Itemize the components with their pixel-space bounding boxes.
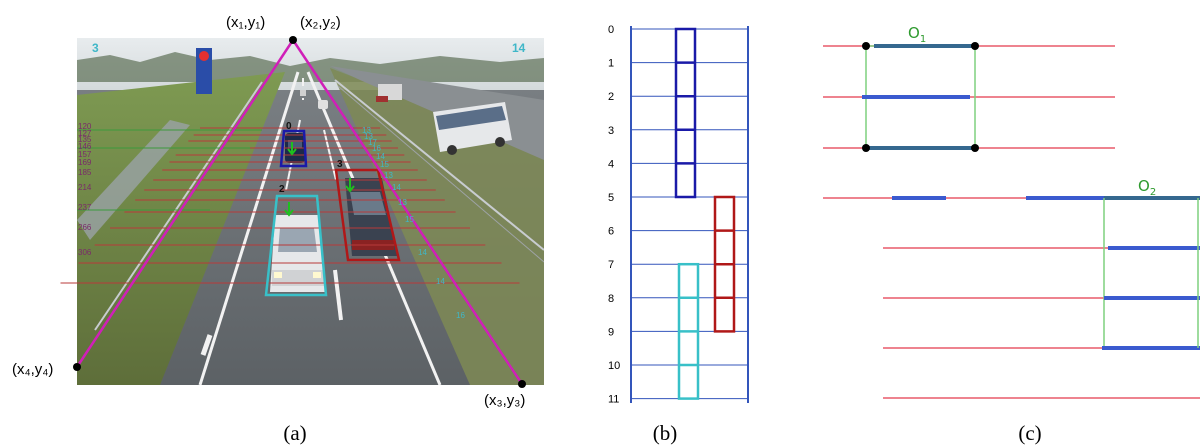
band-label-left: 146 xyxy=(78,142,92,151)
band-label-right: 13 xyxy=(364,132,373,141)
band-label-right: 13 xyxy=(384,171,393,180)
corner-label-4: (x₄,y₄) xyxy=(12,361,53,378)
perspective-region xyxy=(73,36,526,388)
arrow-down-icon xyxy=(345,178,355,193)
corner-point-1 xyxy=(289,36,297,44)
corner-point-3 xyxy=(518,380,526,388)
row-labels: 0 1 2 3 4 5 6 7 8 9 10 11 xyxy=(608,24,620,406)
bus xyxy=(433,102,512,155)
vehicle-id-0: 0 xyxy=(286,121,292,132)
caption-b: (b) xyxy=(653,421,678,445)
band-label-right: 16 xyxy=(456,311,465,320)
vehicle-id-2: 2 xyxy=(279,184,285,195)
tracks xyxy=(674,27,736,400)
overlap-box-2 xyxy=(892,196,1200,350)
band-label-right: 16 xyxy=(372,144,381,153)
row-label: 4 xyxy=(608,158,614,170)
track-outline xyxy=(674,27,697,199)
band-label-right: 14 xyxy=(376,152,385,161)
corner-label-2: (x₂,y₂) xyxy=(300,14,341,31)
corner-label-3: (x₃,y₃) xyxy=(484,392,525,409)
band-label-right: 13 xyxy=(398,198,407,207)
track-2 xyxy=(677,262,700,400)
band-label-left: 214 xyxy=(78,183,92,192)
grid-rows xyxy=(631,28,748,400)
row-label: 1 xyxy=(608,58,614,70)
lane-count-left: 3 xyxy=(92,41,99,55)
row-label: 11 xyxy=(608,394,619,406)
vehicle-id-3: 3 xyxy=(337,159,343,170)
band-label-right: 15 xyxy=(405,215,414,224)
band-label-left: 127 xyxy=(78,129,92,138)
vehicle-box-3: 3 xyxy=(334,159,401,262)
panel-c-overlap-schematic: Ο1 Ο2 (c) xyxy=(823,24,1200,445)
band-label-right: 14 xyxy=(392,183,401,192)
panel-a-traffic-scene: 0 2 3 120127135146157169185214237266306 … xyxy=(12,14,544,445)
caption-a: (a) xyxy=(283,421,306,445)
arrow-down-icon xyxy=(284,202,294,217)
band-label-left: 120 xyxy=(78,122,92,131)
track-0 xyxy=(674,27,697,199)
row-label: 10 xyxy=(608,360,620,372)
vehicle-box-0: 0 xyxy=(279,121,308,168)
band-label-right: 17 xyxy=(368,138,377,147)
arrow-down-icon xyxy=(287,142,297,156)
row-label: 7 xyxy=(608,259,614,271)
band-label-left: 237 xyxy=(78,203,92,212)
corner-label-1: (x₁,y₁) xyxy=(226,14,265,31)
car-2-body xyxy=(270,215,325,292)
band-label-right: 14 xyxy=(436,277,445,286)
overlap-label-1: Ο1 xyxy=(908,24,926,45)
band-label-left: 266 xyxy=(78,223,92,232)
row-label: 5 xyxy=(608,192,614,204)
row-label: 6 xyxy=(608,226,614,238)
band-label-right: 14 xyxy=(418,248,427,257)
row-label: 0 xyxy=(608,24,614,36)
track-1 xyxy=(713,195,736,333)
band-label-left: 157 xyxy=(78,150,92,159)
row-label: 3 xyxy=(608,125,614,137)
band-label-right: 15 xyxy=(380,160,389,169)
overlap-label-2: Ο2 xyxy=(1138,177,1156,198)
band-label-left: 306 xyxy=(78,248,92,257)
band-label-left: 169 xyxy=(78,158,92,167)
overlap-box-1 xyxy=(862,42,979,152)
band-label-left: 185 xyxy=(78,168,92,177)
band-label-left: 135 xyxy=(78,135,92,144)
row-label: 2 xyxy=(608,91,614,103)
row-label: 9 xyxy=(608,326,614,338)
lane-count-right: 14 xyxy=(512,41,526,55)
band-label-right: 13 xyxy=(362,126,371,135)
corner-point-4 xyxy=(73,363,81,371)
vehicle-box-2: 2 xyxy=(264,184,328,297)
panel-b-track-grid: 0 1 2 3 4 5 6 7 8 9 10 11 (b) xyxy=(608,24,749,445)
row-label: 8 xyxy=(608,293,614,305)
caption-c: (c) xyxy=(1018,421,1041,445)
